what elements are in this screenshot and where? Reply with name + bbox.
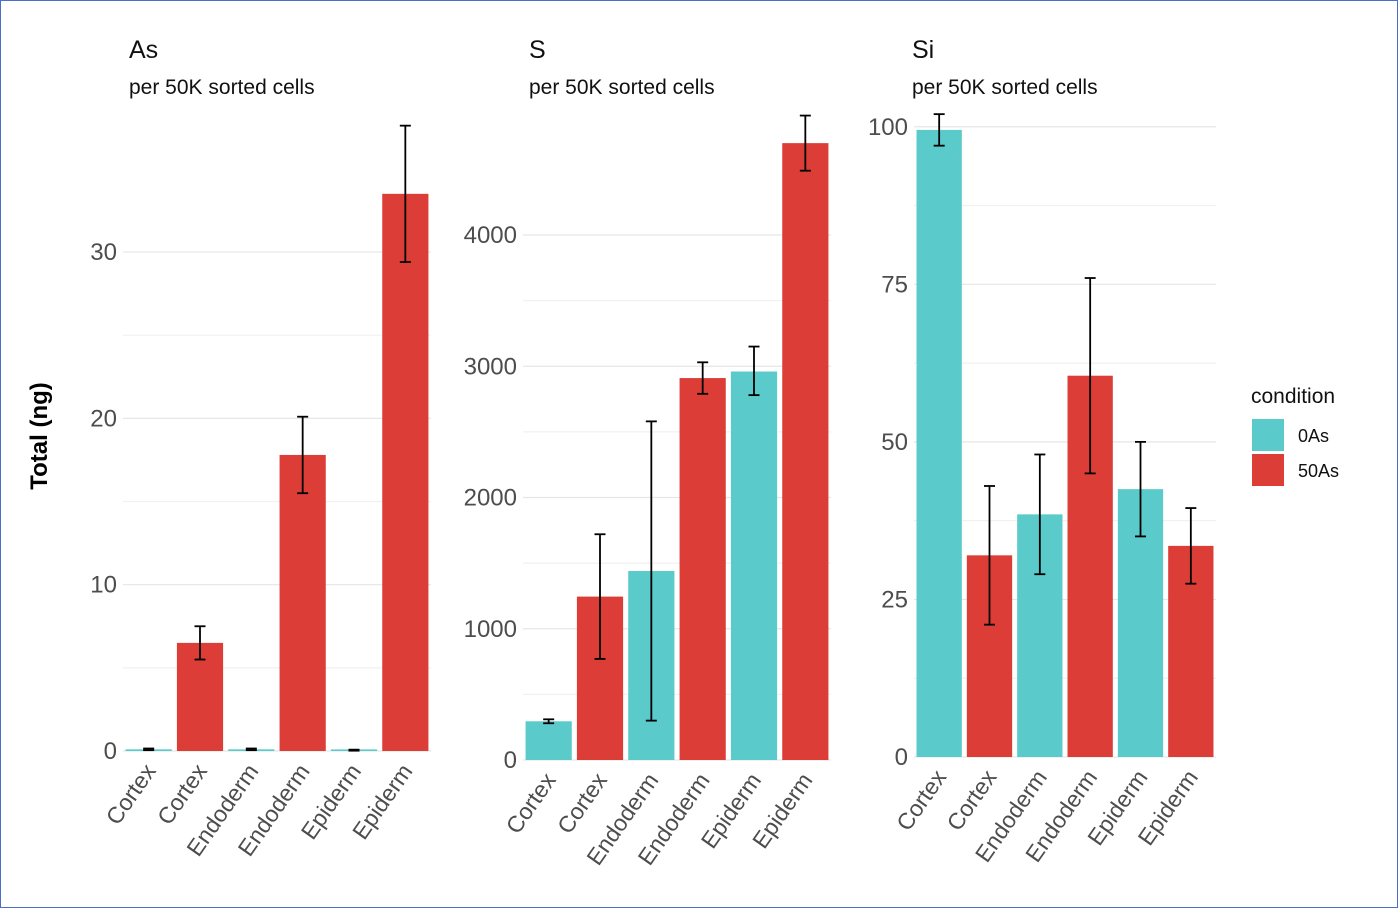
chart-panels: As per 50K sorted cells 0 10 20 30 Cortex Corte…: [90, 36, 1216, 870]
panel-subtitle-si: per 50K sorted cells: [912, 76, 1098, 99]
y-tick-label-s-0: 0: [504, 747, 517, 774]
y-tick-label-as-1: 10: [90, 572, 117, 599]
panel-title-si: Si: [912, 36, 934, 64]
bar-si-0: [916, 129, 962, 757]
y-tick-label-as-0: 0: [104, 738, 117, 765]
panel-subtitle-s: per 50K sorted cells: [529, 76, 715, 99]
y-tick-label-s-1: 1000: [464, 616, 517, 643]
bar-as-5: [382, 193, 429, 751]
bar-as-3: [279, 454, 326, 751]
bar-s-5: [782, 143, 829, 760]
y-tick-label-s-3: 3000: [464, 353, 517, 380]
y-tick-label-as-3: 30: [90, 239, 117, 266]
panel-title-s: S: [529, 36, 546, 64]
x-tick-label-s-0: Cortex: [501, 768, 561, 839]
bar-s-3: [679, 378, 726, 760]
bar-as-1: [176, 642, 224, 751]
y-tick-label-si-1: 25: [881, 586, 908, 613]
y-tick-label-si-2: 50: [881, 429, 908, 456]
x-tick-label-as-0: Cortex: [101, 759, 161, 830]
y-tick-label-s-4: 4000: [464, 222, 517, 249]
y-tick-label-as-2: 20: [90, 405, 117, 432]
legend-label-0as: 0As: [1298, 426, 1329, 446]
panel-title-as: As: [129, 36, 158, 64]
x-tick-label-si-0: Cortex: [891, 765, 951, 836]
legend-swatch-50as: [1252, 454, 1284, 486]
y-tick-label-si-3: 75: [881, 271, 908, 298]
legend-label-50as: 50As: [1298, 461, 1339, 481]
legend-swatch-0as: [1252, 419, 1284, 451]
y-tick-label-si-0: 0: [895, 744, 908, 771]
y-axis-label: Total (ng): [26, 382, 53, 490]
legend-title: condition: [1251, 385, 1335, 408]
legend: condition 0As 50As: [1251, 385, 1339, 486]
y-tick-label-s-2: 2000: [464, 485, 517, 512]
bar-s-0: [525, 721, 572, 760]
y-tick-label-si-4: 100: [868, 114, 908, 141]
bar-s-4: [730, 371, 778, 760]
panel-subtitle-as: per 50K sorted cells: [129, 76, 315, 99]
